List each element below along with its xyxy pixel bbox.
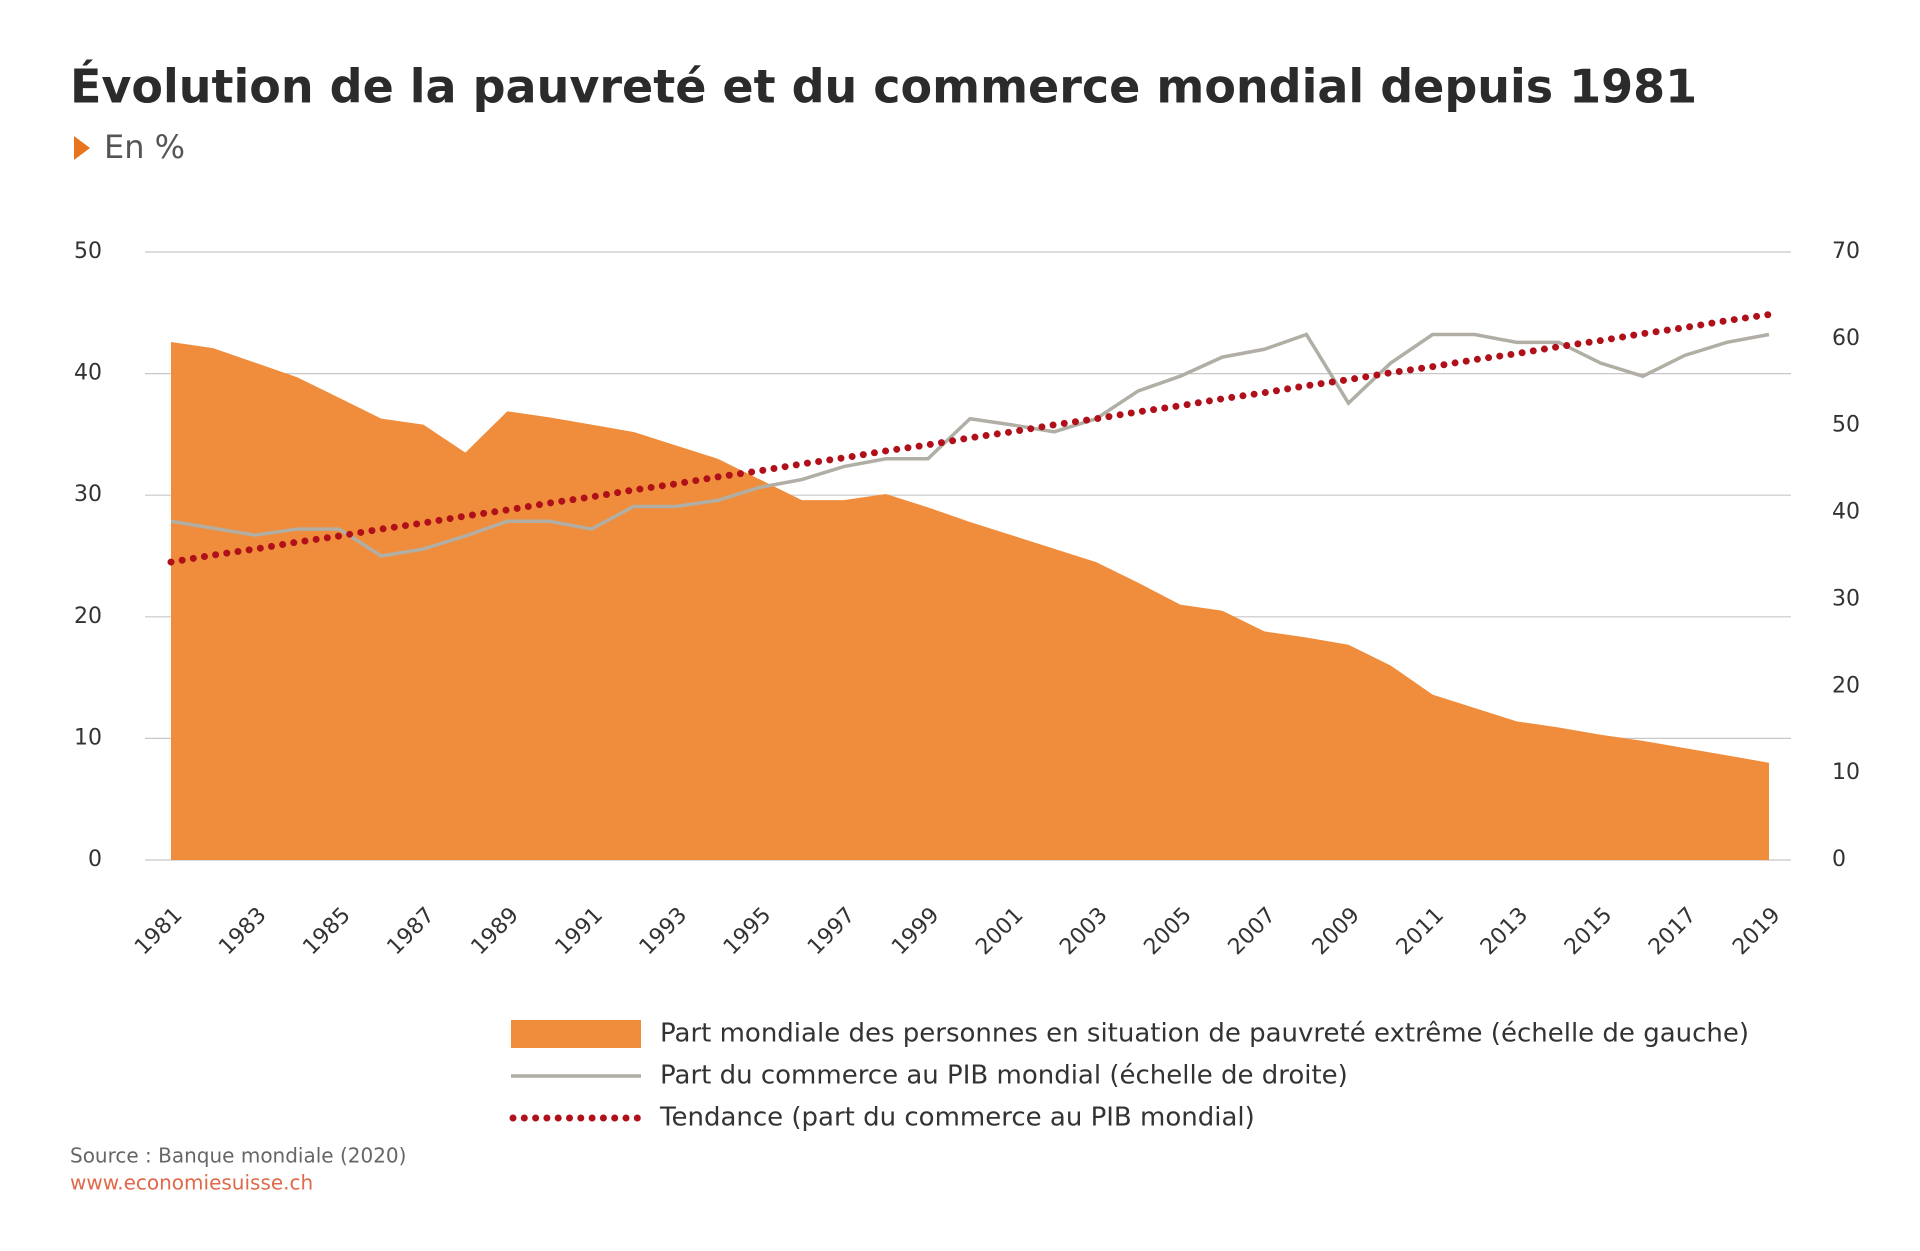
x-tick-label: 1981 xyxy=(130,903,187,960)
y2-tick-label: 30 xyxy=(1832,586,1860,611)
trend-line xyxy=(167,311,1773,566)
x-tick-label: 1985 xyxy=(298,903,355,960)
x-tick-label: 2019 xyxy=(1728,903,1785,960)
x-tick-label: 1995 xyxy=(719,903,776,960)
x-tick-label: 2007 xyxy=(1224,903,1281,960)
legend-label: Tendance (part du commerce au PIB mondia… xyxy=(659,1103,1255,1133)
x-tick-label: 1991 xyxy=(551,903,608,960)
y-tick-label: 0 xyxy=(88,847,102,872)
y2-tick-label: 10 xyxy=(1832,760,1860,785)
x-tick-label: 2003 xyxy=(1055,903,1112,960)
x-tick-label: 1997 xyxy=(803,903,860,960)
chart-title: Évolution de la pauvreté et du commerce … xyxy=(70,60,1697,114)
line xyxy=(170,332,1770,558)
y2-tick-label: 50 xyxy=(1832,413,1860,438)
x-tick-label: 2011 xyxy=(1392,903,1449,960)
x-tick-label: 2013 xyxy=(1476,903,1533,960)
y2-tick-label: 0 xyxy=(1832,847,1846,872)
legend-label: Part du commerce au PIB mondial (échelle… xyxy=(660,1061,1348,1091)
x-tick-label: 1999 xyxy=(887,903,944,960)
x-tick-label: 2001 xyxy=(971,903,1028,960)
legend-label: Part mondiale des personnes en situation… xyxy=(660,1019,1749,1049)
y-tick-label: 20 xyxy=(74,604,102,629)
chart-subtitle: En % xyxy=(104,128,185,166)
x-tick-label: 1989 xyxy=(467,903,524,960)
y-tick-label: 40 xyxy=(74,361,102,386)
website: www.economiesuisse.ch xyxy=(70,1171,313,1195)
subtitle-arrow xyxy=(74,136,90,160)
y-tick-label: 10 xyxy=(74,725,102,750)
source: Source : Banque mondiale (2020) xyxy=(70,1144,406,1168)
legend-swatch xyxy=(511,1020,641,1048)
y2-tick-label: 20 xyxy=(1832,673,1860,698)
x-tick-label: 1983 xyxy=(214,903,271,960)
x-tick-label: 1987 xyxy=(383,903,440,960)
x-tick-label: 1993 xyxy=(635,903,692,960)
area xyxy=(171,341,1769,860)
y-tick-label: 50 xyxy=(74,239,102,264)
y2-tick-label: 60 xyxy=(1832,326,1860,351)
y-tick-label: 30 xyxy=(74,482,102,507)
y2-tick-label: 40 xyxy=(1832,500,1860,525)
x-tick-label: 2017 xyxy=(1644,903,1701,960)
x-tick-label: 2009 xyxy=(1308,903,1365,960)
y2-tick-label: 70 xyxy=(1832,239,1860,264)
x-tick-label: 2015 xyxy=(1560,903,1617,960)
x-tick-label: 2005 xyxy=(1139,903,1196,960)
